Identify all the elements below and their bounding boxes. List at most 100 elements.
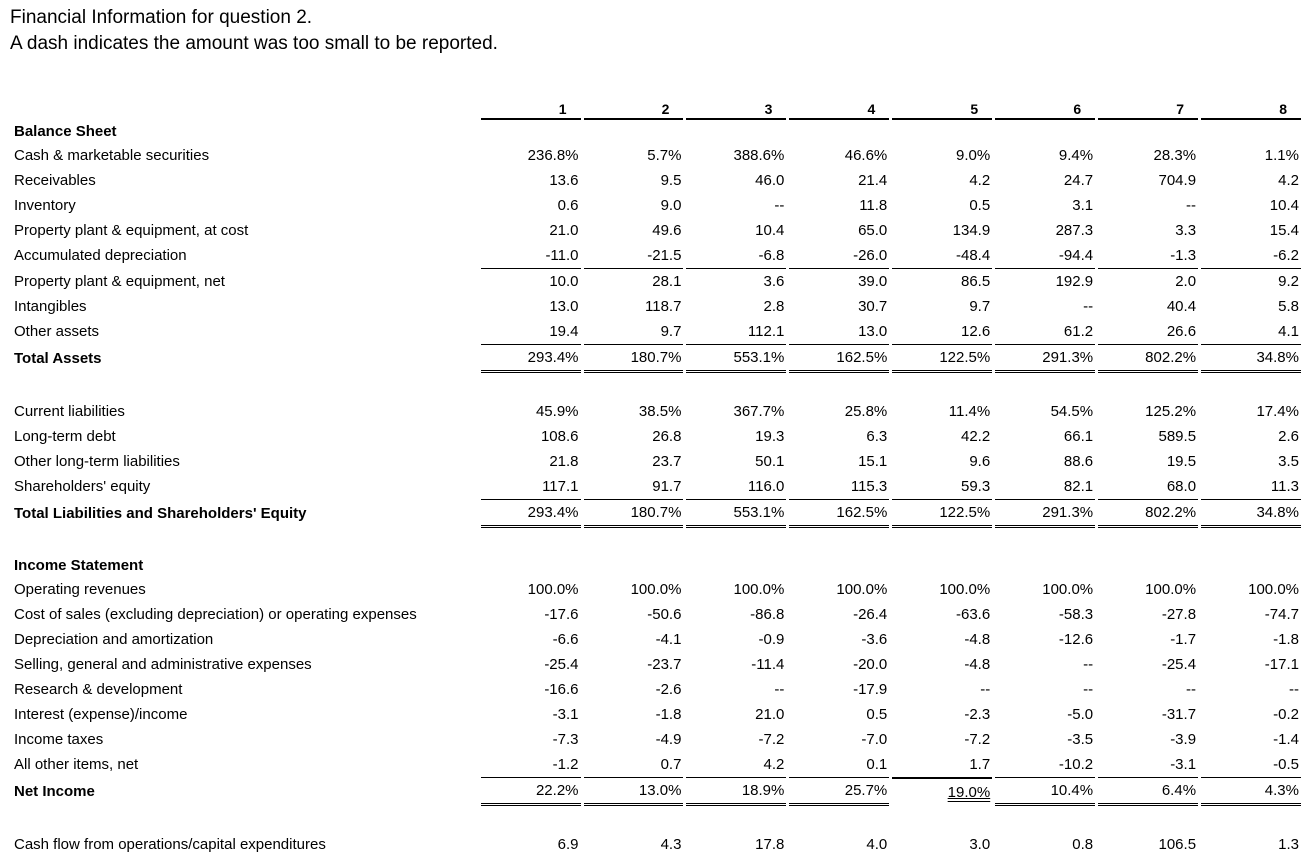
- cell-value: -4.1: [584, 627, 684, 652]
- value: 15.4: [1269, 222, 1299, 239]
- cell-value: 10.4: [686, 218, 786, 243]
- cell-value: 19.5: [1098, 449, 1198, 474]
- cell-value: 50.1: [686, 449, 786, 474]
- value: -1.3: [1170, 247, 1197, 264]
- cell-value: -1.7: [1098, 627, 1198, 652]
- table-row: Interest (expense)/income -3.1 -1.8 21.0 0.5…: [14, 702, 1301, 727]
- cell-value: 21.4: [789, 168, 889, 193]
- cell-value: 66.1: [995, 424, 1095, 449]
- value: 388.6%: [733, 147, 785, 164]
- cell-value: -6.2: [1201, 243, 1301, 268]
- value: 100.0%: [836, 581, 888, 598]
- table-row: Operating revenues 100.0% 100.0% 100.0% 100.…: [14, 577, 1301, 602]
- value: 26.6: [1166, 323, 1197, 340]
- cell-value: --: [892, 677, 992, 702]
- value: 9.7: [969, 298, 991, 315]
- value: 5.7%: [647, 147, 682, 164]
- cell-value: -26.4: [789, 602, 889, 627]
- value: 21.0: [755, 706, 785, 723]
- value: 112.1: [747, 323, 785, 340]
- table-row: Long-term debt 108.6 26.8 19.3 6.3 42.2 66.1 58…: [14, 424, 1301, 449]
- cell-value: 367.7%: [686, 399, 786, 424]
- document-title: Financial Information for question 2.: [10, 7, 313, 28]
- cell-value: 2.6: [1201, 424, 1301, 449]
- cell-value: 26.6: [1098, 319, 1198, 344]
- value: -27.8: [1161, 606, 1197, 623]
- cell-value: 4.2: [1201, 168, 1301, 193]
- value: 0.7: [660, 756, 682, 773]
- section-heading: Balance Sheet: [14, 123, 117, 140]
- value: 13.0%: [638, 782, 682, 799]
- table-row: Property plant & equipment, at cost 21.0 4…: [14, 218, 1301, 243]
- cell-value: 291.3%: [995, 499, 1096, 528]
- value: 11.4%: [948, 403, 991, 420]
- cell-value: 42.2: [892, 424, 992, 449]
- value: 15.1: [858, 453, 888, 470]
- cell-value: -31.7: [1098, 702, 1198, 727]
- column-header: 6: [995, 100, 1096, 120]
- cell-value: -2.3: [892, 702, 992, 727]
- cell-value: 118.7: [584, 294, 684, 319]
- cell-value: 112.1: [686, 319, 786, 344]
- value: 28.1: [652, 273, 682, 290]
- row-label: Receivables: [14, 172, 96, 189]
- value: 22.2%: [535, 782, 579, 799]
- cell-value: -86.8: [686, 602, 786, 627]
- cell-value: 34.8%: [1201, 344, 1301, 373]
- row-label: Total Assets: [14, 350, 102, 367]
- value: 34.8%: [1256, 504, 1299, 521]
- cell-value: 34.8%: [1201, 499, 1301, 528]
- cell-value: -94.4: [995, 243, 1095, 268]
- cell-value: -17.1: [1201, 652, 1301, 677]
- cell-value: 100.0%: [995, 577, 1095, 602]
- cell-value: 40.4: [1098, 294, 1198, 319]
- value: 2.0: [1175, 273, 1197, 290]
- cell-value: -74.7: [1201, 602, 1301, 627]
- cell-value: 9.0%: [892, 143, 992, 168]
- value: 180.7%: [630, 504, 682, 521]
- value: 2.6: [1278, 428, 1299, 445]
- cell-value: -25.4: [1098, 652, 1198, 677]
- financial-table: 1 2 3 4 5 6 7 8 Balance Sheet Cash & marketable s…: [11, 100, 1304, 857]
- value: -94.4: [1058, 247, 1094, 264]
- row-label: Other long-term liabilities: [14, 453, 180, 470]
- cell-value: 17.4%: [1201, 399, 1301, 424]
- cell-value: 5.8: [1201, 294, 1301, 319]
- value: 10.0: [549, 273, 579, 290]
- row-label: Long-term debt: [14, 428, 116, 445]
- cell-value: 21.0: [481, 218, 581, 243]
- value: 6.3: [866, 428, 888, 445]
- cell-value: 6.9: [481, 832, 581, 857]
- cell-value: -4.8: [892, 652, 992, 677]
- cell-value: 4.3: [584, 832, 684, 857]
- value: 46.6%: [844, 147, 888, 164]
- value: -0.9: [758, 631, 785, 648]
- cell-value: 180.7%: [583, 499, 684, 528]
- value: --: [1186, 681, 1197, 698]
- row-label: Current liabilities: [14, 403, 125, 420]
- value: -26.0: [853, 247, 888, 264]
- cell-value: 13.6: [481, 168, 581, 193]
- value: 38.5%: [638, 403, 682, 420]
- table-row: Income taxes -7.3 -4.9 -7.2 -7.0 -7.2 -3.5 -3.9…: [14, 727, 1301, 752]
- cell-value: -1.4: [1201, 727, 1301, 752]
- value: 117.1: [542, 478, 579, 495]
- cell-value: -3.1: [1098, 752, 1198, 777]
- value: 25.7%: [844, 782, 888, 799]
- cell-value: -7.0: [789, 727, 889, 752]
- value: 100.0%: [527, 581, 579, 598]
- cell-value: 3.3: [1098, 218, 1198, 243]
- table-row: All other items, net -1.2 0.7 4.2 0.1 1.7 -10.…: [14, 752, 1301, 777]
- value: 23.7: [652, 453, 682, 470]
- value: 59.3: [961, 478, 991, 495]
- value: 553.1%: [733, 504, 785, 521]
- cell-value: 3.0: [892, 832, 992, 857]
- value: --: [1083, 681, 1094, 698]
- row-label: Cost of sales (excluding depreciation) o…: [14, 606, 417, 623]
- table-row: Shareholders' equity 117.1 91.7 116.0 115.3 5…: [14, 474, 1301, 499]
- row-label: Cash flow from operations/capital expend…: [14, 836, 326, 853]
- cell-value: -0.5: [1201, 752, 1301, 777]
- cell-value: -0.2: [1201, 702, 1301, 727]
- value: 3.0: [969, 836, 991, 853]
- row-label: Inventory: [14, 197, 76, 214]
